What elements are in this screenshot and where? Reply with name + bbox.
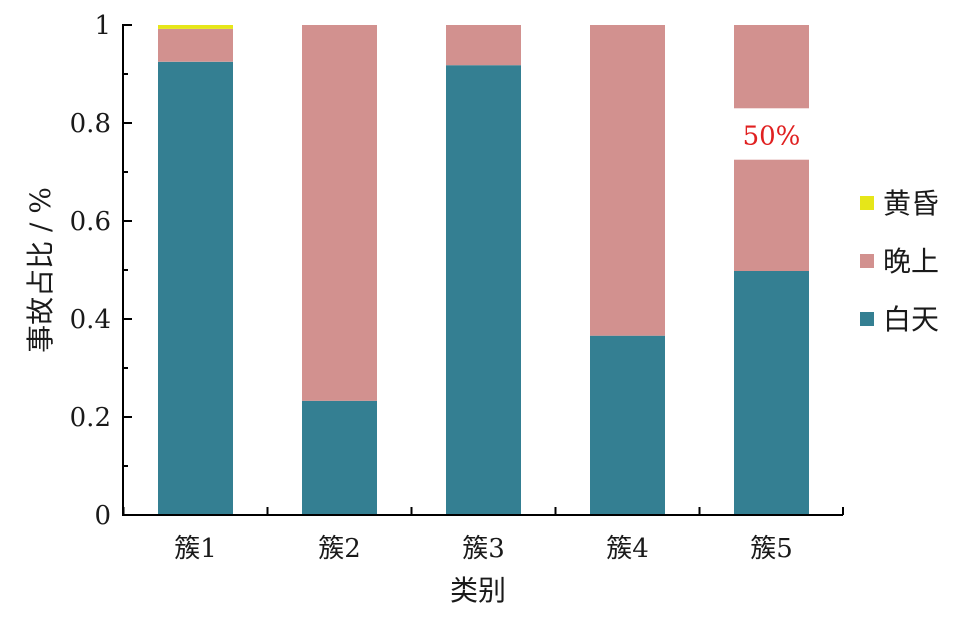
legend-swatch [860, 254, 874, 268]
x-tick-label: 簇2 [318, 534, 361, 564]
y-tick-label: 0.6 [70, 207, 111, 237]
x-tick-label: 簇5 [750, 534, 793, 564]
legend-swatch [860, 312, 874, 326]
y-tick-label: 0.4 [70, 305, 111, 335]
bar-segment-1-cat-5 [734, 271, 809, 515]
annotation-gap [733, 108, 810, 160]
bar-segment-2-cat-1 [158, 28, 233, 62]
bar-segment-3-cat-1 [158, 25, 233, 29]
bar-segment-2-cat-4 [590, 25, 665, 336]
x-axis-title: 类别 [450, 574, 506, 607]
legend-label: 白天 [883, 303, 939, 336]
y-tick-label: 0 [94, 501, 111, 531]
y-axis-title: 事故占比 / % [24, 187, 57, 353]
y-tick-label: 1 [94, 11, 111, 41]
bar-segment-2-cat-2 [302, 25, 377, 401]
y-tick-label: 0.2 [70, 403, 111, 433]
bar-segment-2-cat-3 [446, 25, 521, 66]
x-tick-label: 簇4 [606, 534, 649, 564]
annotation-label: 50% [743, 121, 801, 151]
axes-layer: 0 0.2 0.4 0.6 0.8 1 簇1 簇2 簇3 簇4 簇5 [70, 11, 844, 564]
bars-layer: 50% [158, 25, 810, 516]
bar-segment-1-cat-1 [158, 61, 233, 516]
bar-segment-1-cat-2 [302, 400, 377, 515]
x-tick-label: 簇3 [462, 534, 505, 564]
bar-segment-1-cat-3 [446, 65, 521, 515]
legend-label: 晚上 [883, 245, 939, 278]
legend-swatch [860, 196, 874, 210]
x-tick-label: 簇1 [174, 534, 217, 564]
bar-segment-1-cat-4 [590, 335, 665, 515]
legend-label: 黄昏 [883, 187, 939, 220]
y-tick-label: 0.8 [70, 109, 111, 139]
